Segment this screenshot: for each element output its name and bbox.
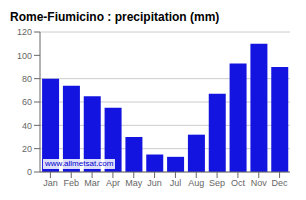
svg-text:Jun: Jun <box>147 178 162 188</box>
svg-text:May: May <box>125 178 143 188</box>
svg-text:Jul: Jul <box>170 178 182 188</box>
svg-text:20: 20 <box>22 144 32 154</box>
svg-text:Dec: Dec <box>272 178 289 188</box>
svg-text:Oct: Oct <box>231 178 246 188</box>
svg-text:Mar: Mar <box>84 178 100 188</box>
svg-text:Apr: Apr <box>106 178 120 188</box>
svg-text:100: 100 <box>17 51 32 61</box>
svg-text:0: 0 <box>27 167 32 177</box>
svg-text:Nov: Nov <box>251 178 268 188</box>
svg-text:Sep: Sep <box>209 178 225 188</box>
svg-text:Jan: Jan <box>43 178 58 188</box>
svg-text:40: 40 <box>22 121 32 131</box>
svg-text:Aug: Aug <box>188 178 204 188</box>
html-text:Rome-Fiumicino : precipitation: Rome-Fiumicino : precipitation (mm) <box>10 10 220 24</box>
svg-text:60: 60 <box>22 97 32 107</box>
svg-text:Feb: Feb <box>63 178 79 188</box>
svg-text:80: 80 <box>22 74 32 84</box>
html-text:www.allmetsat.com: www.allmetsat.com <box>45 159 114 168</box>
svg-text:120: 120 <box>17 27 32 37</box>
